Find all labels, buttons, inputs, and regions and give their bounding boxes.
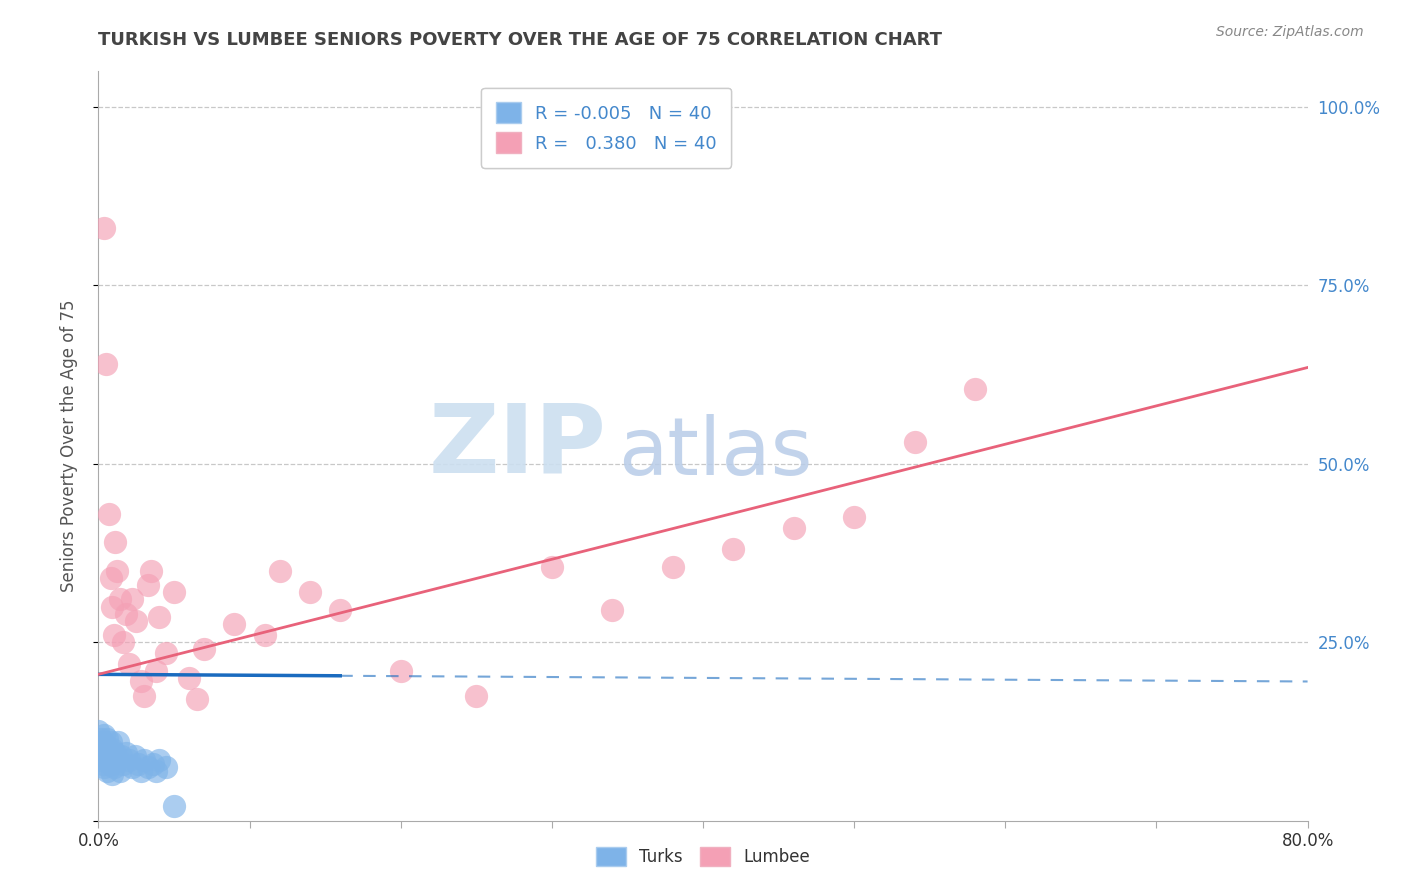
Point <box>129 674 152 689</box>
Point <box>107 735 129 749</box>
Text: ZIP: ZIP <box>429 400 606 492</box>
Point <box>155 760 177 774</box>
Point <box>129 764 152 778</box>
Point <box>148 753 170 767</box>
Legend: Turks, Lumbee: Turks, Lumbee <box>588 838 818 875</box>
Point <box>136 760 159 774</box>
Point <box>121 760 143 774</box>
Point <box>101 767 124 781</box>
Point <box>142 756 165 771</box>
Point <box>136 578 159 592</box>
Point <box>127 756 149 771</box>
Point <box>94 357 117 371</box>
Point <box>145 764 167 778</box>
Point <box>101 599 124 614</box>
Text: Source: ZipAtlas.com: Source: ZipAtlas.com <box>1216 25 1364 39</box>
Point <box>103 760 125 774</box>
Point <box>114 607 136 621</box>
Point <box>89 742 111 756</box>
Point <box>844 510 866 524</box>
Point <box>93 221 115 235</box>
Point <box>100 735 122 749</box>
Point <box>100 756 122 771</box>
Point <box>94 749 117 764</box>
Y-axis label: Seniors Poverty Over the Age of 75: Seniors Poverty Over the Age of 75 <box>59 300 77 592</box>
Point <box>329 603 352 617</box>
Point <box>121 592 143 607</box>
Point <box>299 585 322 599</box>
Point <box>253 628 276 642</box>
Point <box>108 592 131 607</box>
Point <box>91 735 114 749</box>
Point <box>96 764 118 778</box>
Point <box>98 753 121 767</box>
Point <box>98 507 121 521</box>
Point <box>269 564 291 578</box>
Point <box>104 746 127 760</box>
Point <box>904 435 927 450</box>
Point <box>87 724 110 739</box>
Point <box>125 614 148 628</box>
Point <box>540 560 562 574</box>
Point <box>155 646 177 660</box>
Point <box>389 664 412 678</box>
Point <box>163 585 186 599</box>
Point <box>124 749 146 764</box>
Point <box>103 628 125 642</box>
Point <box>93 728 115 742</box>
Point <box>723 542 745 557</box>
Point <box>103 749 125 764</box>
Point <box>163 799 186 814</box>
Point <box>148 610 170 624</box>
Point <box>661 560 683 574</box>
Point <box>93 760 115 774</box>
Point <box>145 664 167 678</box>
Point <box>105 564 128 578</box>
Point <box>965 382 987 396</box>
Point <box>224 617 246 632</box>
Point <box>114 746 136 760</box>
Point <box>105 753 128 767</box>
Point <box>90 731 112 746</box>
Point <box>465 689 488 703</box>
Point <box>118 753 141 767</box>
Text: TURKISH VS LUMBEE SENIORS POVERTY OVER THE AGE OF 75 CORRELATION CHART: TURKISH VS LUMBEE SENIORS POVERTY OVER T… <box>98 31 942 49</box>
Text: atlas: atlas <box>619 415 813 492</box>
Point <box>132 689 155 703</box>
Point <box>783 521 806 535</box>
Point <box>101 742 124 756</box>
Point <box>91 756 114 771</box>
Point <box>111 635 134 649</box>
Point <box>108 764 131 778</box>
Point <box>104 535 127 549</box>
Point <box>100 571 122 585</box>
Point <box>132 753 155 767</box>
Point <box>179 671 201 685</box>
Point <box>98 746 121 760</box>
Point <box>193 642 215 657</box>
Point <box>90 746 112 760</box>
Point <box>186 692 208 706</box>
Point <box>96 731 118 746</box>
Legend: R = -0.005   N = 40, R =   0.380   N = 40: R = -0.005 N = 40, R = 0.380 N = 40 <box>481 88 731 168</box>
Point <box>118 657 141 671</box>
Point <box>89 753 111 767</box>
Point <box>94 739 117 753</box>
Point <box>111 756 134 771</box>
Point <box>602 603 624 617</box>
Point <box>110 749 132 764</box>
Point <box>141 564 163 578</box>
